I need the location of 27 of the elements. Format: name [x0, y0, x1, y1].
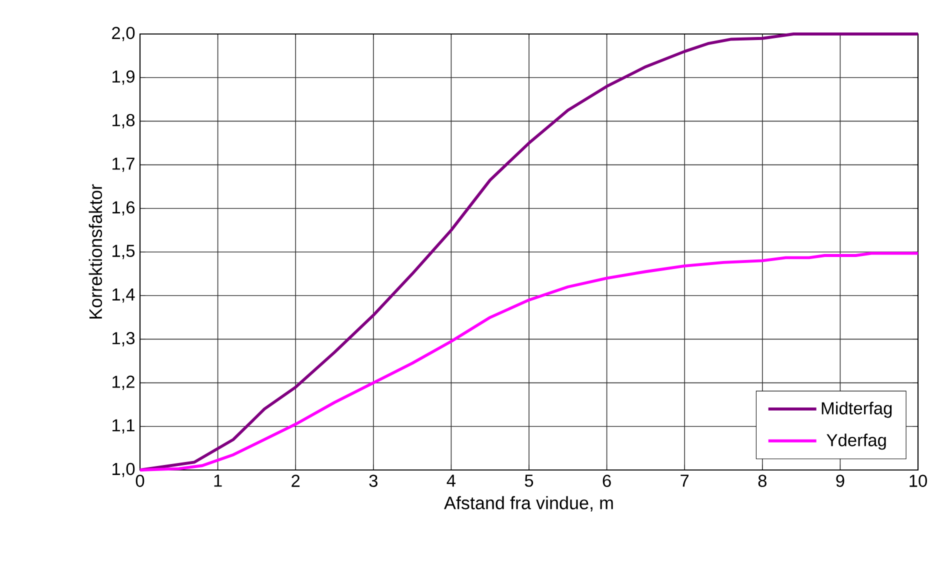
- y-tick-label: 1,5: [112, 244, 135, 260]
- line-series: [138, 32, 920, 472]
- x-tick-label: 0: [136, 474, 144, 487]
- y-tick-label: 1,3: [112, 332, 135, 346]
- y-tick-label: 1,1: [112, 419, 134, 434]
- y-tick-label: 1,8: [112, 114, 135, 128]
- y-axis-title: Korrektionsfaktor: [88, 184, 102, 319]
- y-tick-label: 1,0: [112, 462, 135, 478]
- x-tick-label: 8: [758, 474, 766, 487]
- x-tick-label: 6: [602, 474, 611, 487]
- y-tick-label: 1,2: [112, 376, 134, 390]
- y-tick-label: 1,7: [112, 158, 134, 172]
- legend-label: Yderfag: [826, 434, 886, 450]
- legend-label: Midterfag: [822, 402, 892, 418]
- x-axis-title: Afstand fra vindue, m: [444, 496, 613, 512]
- y-tick-label: 1,6: [112, 201, 135, 216]
- x-tick-label: 2: [292, 474, 300, 487]
- x-tick-label: 3: [369, 474, 378, 487]
- y-tick-label: 1,4: [112, 288, 135, 303]
- x-tick-label: 5: [524, 474, 534, 487]
- x-tick-label: 1: [214, 474, 222, 487]
- x-tick-label: 4: [446, 474, 456, 487]
- x-tick-label: 10: [910, 474, 927, 487]
- x-tick-label: 9: [836, 474, 844, 487]
- y-tick-label: 1,9: [112, 70, 134, 85]
- y-tick-label: 2,0: [112, 26, 135, 42]
- x-tick-label: 7: [680, 474, 689, 487]
